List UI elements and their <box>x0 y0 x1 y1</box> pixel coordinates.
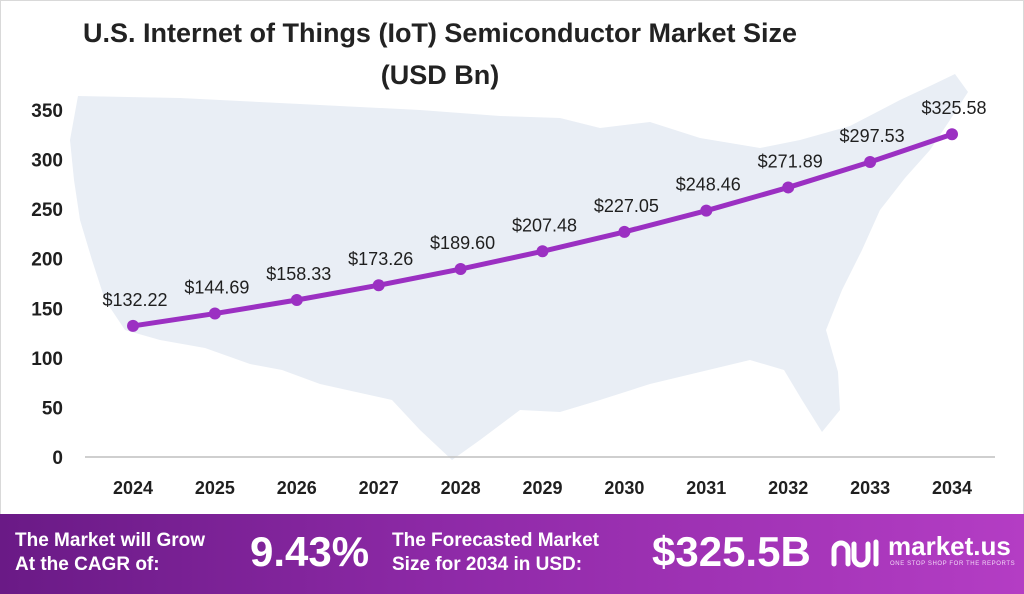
y-tick-label: 250 <box>31 200 63 221</box>
chart-axes: 0 50 100 150 200 250 300 350 2024 2025 2026 2027 202… <box>31 101 995 498</box>
data-point <box>372 279 385 292</box>
brand-logo: market.us ONE STOP SHOP FOR THE REPORTS <box>828 530 1020 578</box>
data-label: $173.26 <box>348 249 413 269</box>
data-point <box>618 225 631 238</box>
x-tick-label: 2028 <box>441 478 481 498</box>
x-tick-label: 2025 <box>195 478 235 498</box>
data-point <box>946 128 958 141</box>
data-point <box>782 181 795 194</box>
x-tick-label: 2033 <box>850 478 890 498</box>
chart-series: $132.22 $144.69 $158.33 $173.26 $189.60 $207.… <box>102 98 987 332</box>
summary-banner: The Market will Grow At the CAGR of: 9.4… <box>0 514 1024 594</box>
data-label: $207.48 <box>512 215 577 235</box>
y-tick-label: 300 <box>31 151 63 172</box>
data-label: $144.69 <box>184 278 249 298</box>
y-tick-label: 50 <box>42 398 63 419</box>
y-tick-label: 350 <box>31 101 63 122</box>
forecast-caption-line-1: The Forecasted Market <box>392 530 599 551</box>
chart-title: U.S. Internet of Things (IoT) Semiconduc… <box>0 12 880 96</box>
data-point <box>864 156 877 169</box>
market-us-logo-icon <box>831 539 879 568</box>
data-label: $132.22 <box>102 290 167 310</box>
data-point <box>454 263 467 276</box>
x-tick-label: 2032 <box>768 478 808 498</box>
x-tick-label: 2029 <box>522 478 562 498</box>
x-tick-label: 2030 <box>604 478 644 498</box>
line-chart: 0 50 100 150 200 250 300 350 2024 2025 2026 2027 202… <box>31 74 995 498</box>
data-point <box>127 319 139 332</box>
forecast-caption: The Forecasted Market Size for 2034 in U… <box>392 529 599 577</box>
y-tick-label: 100 <box>31 349 63 370</box>
y-tick-label: 200 <box>31 250 63 271</box>
x-tick-label: 2027 <box>359 478 399 498</box>
cagr-caption-line-1: The Market will Grow <box>15 530 206 551</box>
data-point <box>290 294 303 307</box>
cagr-caption-line-2: At the CAGR of: <box>15 554 160 575</box>
data-point <box>536 245 549 258</box>
chart-title-line-2: (USD Bn) <box>380 60 500 90</box>
data-label: $297.53 <box>840 126 905 146</box>
cagr-value: 9.43% <box>250 528 370 575</box>
us-map-background <box>70 74 968 460</box>
x-tick-label: 2026 <box>277 478 317 498</box>
data-label: $248.46 <box>676 175 741 195</box>
y-tick-label: 0 <box>52 448 63 469</box>
x-tick-label: 2034 <box>932 478 972 498</box>
data-point <box>700 204 713 217</box>
cagr-caption: The Market will Grow At the CAGR of: <box>15 529 205 577</box>
y-tick-label: 150 <box>31 299 63 320</box>
x-tick-label: 2031 <box>686 478 726 498</box>
us-map-shape <box>70 74 968 460</box>
x-tick-label: 2024 <box>113 478 153 498</box>
data-label: $325.58 <box>921 98 986 118</box>
data-label: $158.33 <box>266 264 331 284</box>
brand-tagline: ONE STOP SHOP FOR THE REPORTS <box>890 561 1016 567</box>
chart-title-line-1: U.S. Internet of Things (IoT) Semiconduc… <box>82 18 798 48</box>
data-label: $189.60 <box>430 233 495 253</box>
forecast-caption-line-2: Size for 2034 in USD: <box>392 554 583 575</box>
data-label: $227.05 <box>594 196 659 216</box>
data-point <box>208 307 221 320</box>
data-label: $271.89 <box>758 151 823 171</box>
forecast-value: $325.5B <box>652 528 811 575</box>
brand-name: market.us <box>888 531 1011 561</box>
